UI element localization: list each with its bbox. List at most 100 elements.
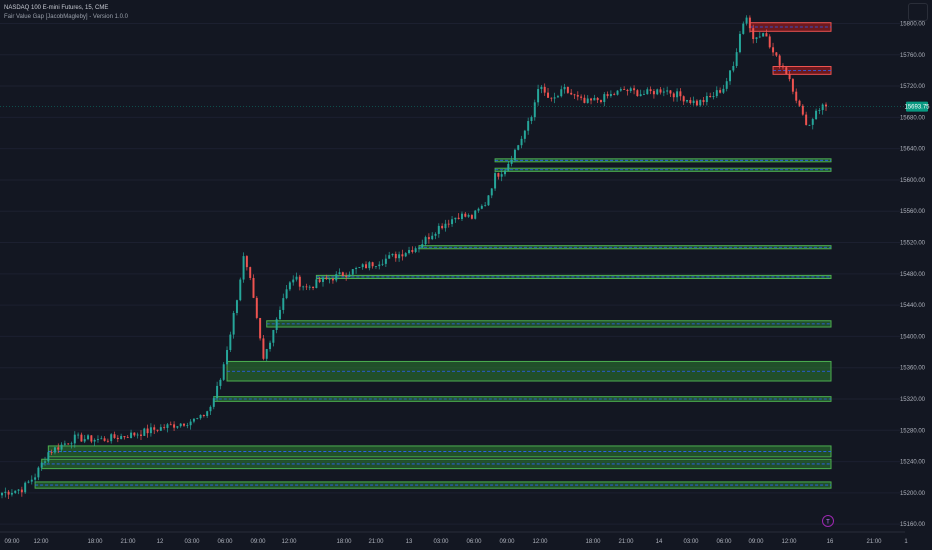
candle-body <box>282 298 285 310</box>
candle-body <box>325 277 328 279</box>
candle-body <box>186 425 189 427</box>
candle-body <box>712 96 715 98</box>
x-tick-label: 03:00 <box>184 539 200 545</box>
candle-body <box>37 467 40 478</box>
candle-body <box>229 334 232 350</box>
candle-body <box>249 267 252 278</box>
candle-body <box>755 37 758 40</box>
candle-body <box>226 349 229 365</box>
candle-body <box>639 94 642 97</box>
candle-body <box>63 443 66 445</box>
candle-body <box>335 274 338 281</box>
candle-body <box>553 97 556 99</box>
candle-body <box>699 100 702 106</box>
candle-body <box>599 100 602 103</box>
x-tick-label: 21:00 <box>368 539 384 545</box>
candle-body <box>543 86 546 93</box>
candle-body <box>10 492 13 495</box>
candle-body <box>732 65 735 71</box>
candle-body <box>315 279 318 288</box>
candle-body <box>523 130 526 139</box>
y-tick-label: 15680.00 <box>900 115 926 121</box>
candle-body <box>768 36 771 48</box>
candle-body <box>24 482 27 493</box>
candle-body <box>788 74 791 80</box>
x-tick-label: 09:00 <box>4 539 20 545</box>
candle-body <box>57 447 60 450</box>
x-axis: 09:00 12:00 18:00 21:00 12 03:00 06:00 09:00 12:… <box>0 531 908 545</box>
candle-body <box>547 92 550 98</box>
candle-body <box>189 421 192 426</box>
candle-body <box>149 427 152 434</box>
candle-body <box>590 98 593 101</box>
candle-body <box>451 219 454 225</box>
candle-body <box>705 95 708 103</box>
candle-body <box>510 160 513 164</box>
fvg-zones <box>34 22 832 489</box>
x-tick-label: 18:00 <box>87 539 103 545</box>
last-price-value: 15693.75 <box>904 105 930 111</box>
x-tick-label: 03:00 <box>683 539 699 545</box>
candle-body <box>735 52 738 66</box>
candle-body <box>480 205 483 209</box>
candle-body <box>7 491 10 495</box>
candle-body <box>811 119 814 125</box>
y-tick-label: 15160.00 <box>900 522 926 528</box>
candle-body <box>239 279 242 301</box>
candle-body <box>666 90 669 92</box>
candle-body <box>411 250 414 252</box>
candle-body <box>262 338 265 359</box>
chart-settings-button[interactable] <box>908 3 928 21</box>
candle-body <box>384 258 387 264</box>
tradingview-logo-icon[interactable]: T <box>822 515 834 527</box>
candle-body <box>110 434 113 442</box>
candle-body <box>444 223 447 229</box>
candle-body <box>659 89 662 93</box>
candle-body <box>467 215 470 217</box>
candle-body <box>586 98 589 103</box>
candle-body <box>113 434 116 438</box>
candle-body <box>725 81 728 89</box>
y-tick-label: 15600.00 <box>900 178 926 184</box>
candle-body <box>566 86 569 93</box>
candle-body <box>169 424 172 426</box>
candle-body <box>292 279 295 283</box>
x-tick-label: 1 <box>904 539 908 545</box>
y-tick-label: 15800.00 <box>900 21 926 27</box>
candle-body <box>278 309 281 320</box>
candle-body <box>447 223 450 225</box>
candle-body <box>530 117 533 122</box>
candle-body <box>593 97 596 101</box>
candle-body <box>633 88 636 91</box>
y-tick-label: 15280.00 <box>900 428 926 434</box>
candle-body <box>672 93 675 98</box>
candle-body <box>656 89 659 95</box>
y-tick-label: 15520.00 <box>900 241 926 247</box>
candle-body <box>596 97 599 101</box>
x-tick-label: 09:00 <box>499 539 515 545</box>
candle-body <box>365 264 368 269</box>
y-tick-label: 15760.00 <box>900 53 926 59</box>
candle-body <box>484 205 487 207</box>
candle-body <box>219 379 222 386</box>
last-price-tag-box <box>906 101 928 112</box>
candle-body <box>312 286 315 288</box>
candle-body <box>275 319 278 330</box>
candle-body <box>44 461 47 463</box>
candle-body <box>391 253 394 256</box>
candle-body <box>242 256 245 280</box>
candle-body <box>517 145 520 150</box>
candle-body <box>649 89 652 92</box>
symbol-title: NASDAQ 100 E-mini Futures, 15, CME <box>4 5 109 11</box>
candle-body <box>133 432 136 436</box>
candle-body <box>394 253 397 259</box>
candle-body <box>47 452 50 462</box>
candle-body <box>100 438 103 440</box>
candle-body <box>40 462 43 468</box>
candle-body <box>173 424 176 428</box>
candle-body <box>424 237 427 245</box>
candle-body <box>272 329 275 343</box>
candle-body <box>454 217 457 220</box>
candles <box>1 15 827 500</box>
